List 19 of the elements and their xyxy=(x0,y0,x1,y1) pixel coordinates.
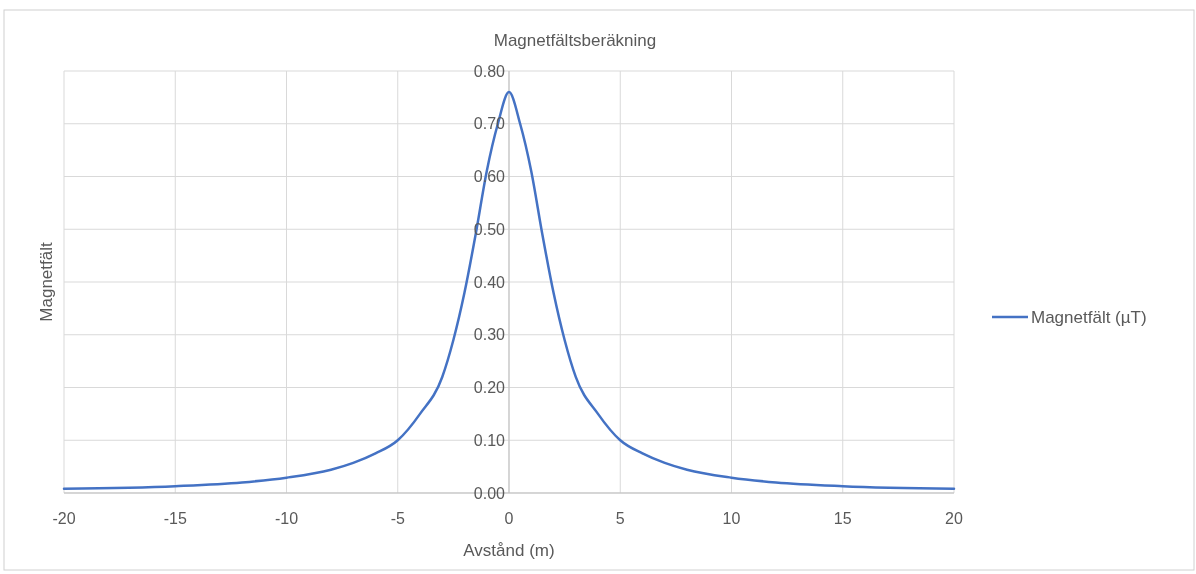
y-tick-label: 0.10 xyxy=(473,431,506,449)
x-tick-label: -15 xyxy=(163,510,187,527)
x-tick-label: -5 xyxy=(390,510,405,527)
y-tick-label: 0.40 xyxy=(473,273,506,291)
chart-title: Magnetfältsberäkning xyxy=(493,31,657,50)
y-tick-label: 0.80 xyxy=(473,62,506,80)
x-tick-label: 15 xyxy=(833,510,852,527)
x-tick-label: 0 xyxy=(504,510,514,527)
x-tick-label: 5 xyxy=(615,510,625,527)
y-tick-label: 0.30 xyxy=(473,326,506,344)
y-tick-label: 0.20 xyxy=(473,379,506,397)
y-axis-title: Magnetfält xyxy=(37,242,56,322)
x-tick-label: 20 xyxy=(945,510,963,527)
x-axis-title: Avstånd (m) xyxy=(463,541,555,560)
x-tick-label: -10 xyxy=(274,510,299,527)
x-tick-label: -20 xyxy=(52,510,76,527)
x-tick-label: 10 xyxy=(722,510,741,527)
y-tick-label: 0.00 xyxy=(473,484,506,502)
legend-label: Magnetfält (µT) xyxy=(1031,307,1147,327)
